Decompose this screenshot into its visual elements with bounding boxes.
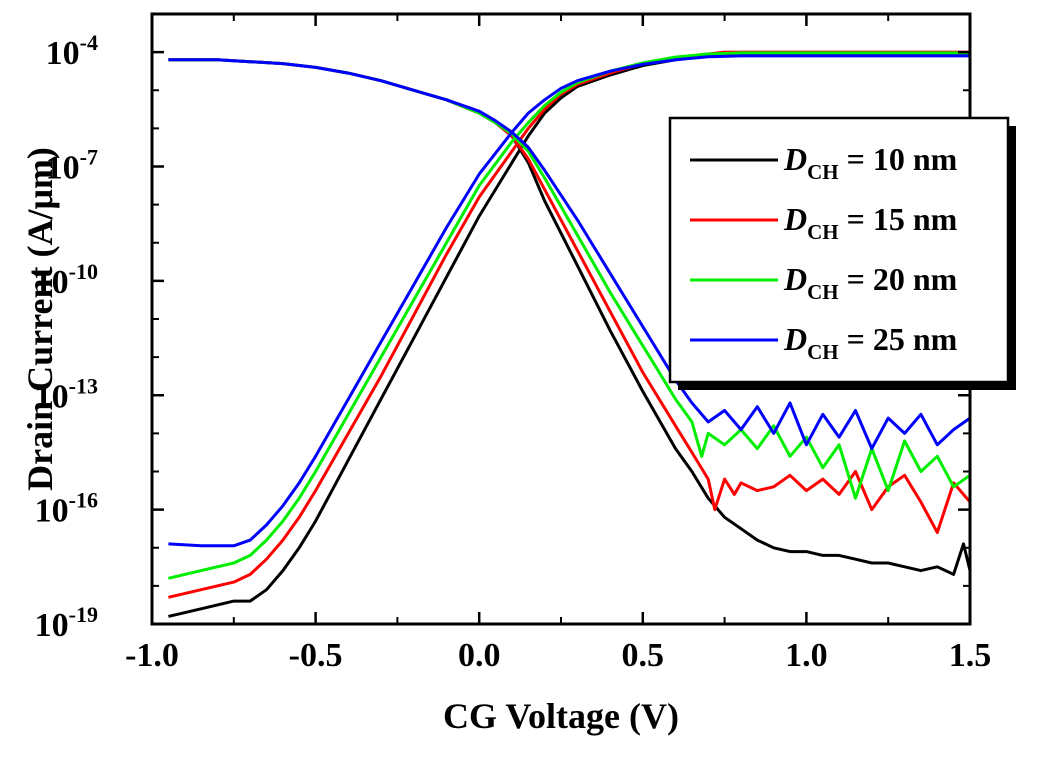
x-tick-label: 0.5 — [622, 637, 665, 674]
legend-label: DCH = 25 nm — [783, 321, 958, 364]
y-tick-base: 10 — [46, 35, 80, 72]
y-tick-base: 10 — [46, 150, 80, 187]
y-tick-exponent: -19 — [69, 602, 98, 627]
legend-value: = 25 nm — [839, 321, 958, 357]
y-tick-exponent: -7 — [80, 145, 98, 170]
x-tick-label: -0.5 — [289, 637, 343, 674]
series-layer — [168, 50, 972, 618]
x-tick-label: 1.5 — [949, 637, 992, 674]
y-tick-exponent: -16 — [69, 488, 98, 513]
legend-subscript: CH — [807, 340, 839, 364]
y-tick-exponent: -4 — [80, 30, 98, 55]
y-tick-label: 10-4 — [46, 30, 98, 72]
series-line-3-curve-1 — [168, 51, 970, 580]
x-tick-label: 0.0 — [458, 637, 501, 674]
legend-symbol: D — [783, 261, 807, 297]
legend-label: DCH = 20 nm — [783, 261, 958, 304]
y-tick-label: 10-13 — [35, 373, 98, 415]
legend-value: = 15 nm — [839, 201, 958, 237]
y-tick-base: 10 — [35, 493, 69, 530]
legend-label: DCH = 15 nm — [783, 201, 958, 244]
legend-symbol: D — [783, 321, 807, 357]
y-tick-label: 10-7 — [46, 145, 98, 187]
y-tick-base: 10 — [35, 264, 69, 301]
y-tick-label: 10-10 — [35, 259, 98, 301]
legend-value: = 10 nm — [839, 141, 958, 177]
legend-subscript: CH — [807, 160, 839, 184]
series-line-4-curve-1 — [168, 54, 970, 548]
y-tick-exponent: -13 — [69, 373, 98, 398]
legend-value: = 20 nm — [839, 261, 958, 297]
ticks-layer: -1.0 -0.5 0.0 0.5 1.0 1.510-1910-1610-1310-10… — [35, 13, 992, 674]
legend-subscript: CH — [807, 220, 839, 244]
x-axis-title: CG Voltage (V) — [443, 696, 679, 736]
y-tick-label: 10-16 — [35, 488, 98, 530]
legend-box — [668, 116, 1010, 384]
x-tick-label: 1.0 — [785, 637, 828, 674]
y-tick-exponent: -10 — [69, 259, 98, 284]
legend-subscript: CH — [807, 280, 839, 304]
legend-symbol: D — [783, 201, 807, 237]
y-axis-title: Drain Current (A/μm) — [20, 147, 60, 491]
y-tick-base: 10 — [35, 607, 69, 644]
y-tick-label: 10-19 — [35, 602, 98, 644]
x-tick-label: -1.0 — [125, 637, 179, 674]
y-tick-base: 10 — [35, 378, 69, 415]
legend-label: DCH = 10 nm — [783, 141, 958, 184]
legend-symbol: D — [783, 141, 807, 177]
